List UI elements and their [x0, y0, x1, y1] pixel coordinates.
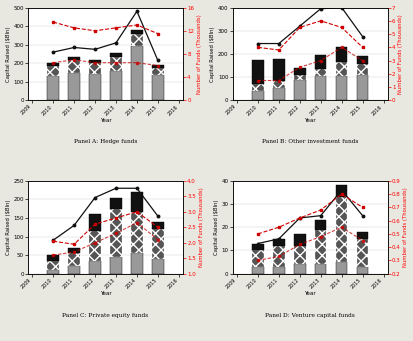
Bar [110, 53, 121, 57]
Bar [273, 81, 284, 88]
Title: Panel C: Private equity funds: Panel C: Private equity funds [62, 313, 148, 318]
Bar [335, 62, 347, 76]
Bar [252, 251, 263, 267]
Bar [273, 246, 284, 267]
Bar [131, 192, 142, 212]
Bar [293, 79, 305, 100]
Y-axis label: Capital Raised ($Bln): Capital Raised ($Bln) [213, 199, 218, 255]
Bar [110, 71, 121, 100]
Bar [152, 65, 163, 68]
Bar [89, 261, 100, 274]
Y-axis label: Number of Funds (Thousands): Number of Funds (Thousands) [403, 188, 408, 267]
Y-axis label: Number of Funds (Thousands): Number of Funds (Thousands) [197, 14, 202, 94]
Bar [356, 64, 368, 75]
Bar [68, 60, 80, 73]
Bar [47, 270, 59, 274]
Bar [273, 267, 284, 274]
Bar [314, 220, 326, 229]
Bar [110, 257, 121, 274]
Bar [356, 56, 368, 64]
Bar [335, 76, 347, 100]
Bar [131, 30, 142, 33]
Bar [68, 57, 80, 60]
X-axis label: Year: Year [100, 118, 111, 123]
Bar [356, 75, 368, 100]
Bar [110, 209, 121, 257]
Bar [356, 239, 368, 267]
Bar [293, 68, 305, 75]
Bar [293, 264, 305, 274]
Bar [252, 267, 263, 274]
Bar [293, 75, 305, 79]
Bar [68, 253, 80, 266]
Title: Panel B: Other investment funds: Panel B: Other investment funds [261, 139, 358, 144]
Bar [335, 197, 347, 262]
Y-axis label: Number of Funds (Thousands): Number of Funds (Thousands) [198, 188, 203, 267]
Bar [252, 91, 263, 100]
Y-axis label: Capital Raised ($Bln): Capital Raised ($Bln) [5, 199, 10, 255]
X-axis label: Year: Year [304, 291, 315, 296]
Bar [47, 66, 59, 76]
Bar [131, 46, 142, 100]
X-axis label: Year: Year [304, 118, 315, 123]
Bar [68, 73, 80, 100]
Y-axis label: Capital Raised ($Bln): Capital Raised ($Bln) [210, 26, 215, 82]
Bar [152, 75, 163, 100]
Bar [335, 47, 347, 62]
Bar [89, 214, 100, 231]
Bar [335, 262, 347, 274]
Bar [152, 222, 163, 229]
Bar [89, 63, 100, 74]
Bar [152, 68, 163, 75]
Bar [335, 186, 347, 197]
Bar [68, 248, 80, 253]
Bar [252, 84, 263, 91]
Bar [273, 239, 284, 246]
Bar [314, 229, 326, 264]
Bar [152, 259, 163, 274]
Bar [273, 59, 284, 81]
Bar [68, 266, 80, 274]
Bar [252, 243, 263, 251]
Bar [314, 76, 326, 100]
Bar [293, 234, 305, 246]
Bar [47, 261, 59, 270]
Bar [47, 76, 59, 100]
Bar [131, 33, 142, 46]
Y-axis label: Number of Funds (Thousands): Number of Funds (Thousands) [397, 14, 402, 94]
Bar [314, 55, 326, 69]
Bar [110, 197, 121, 209]
Bar [273, 88, 284, 100]
Bar [89, 60, 100, 63]
X-axis label: Year: Year [100, 291, 111, 296]
Bar [314, 69, 326, 76]
Bar [252, 60, 263, 84]
Bar [152, 229, 163, 259]
Bar [89, 231, 100, 261]
Bar [131, 253, 142, 274]
Bar [110, 57, 121, 71]
Bar [131, 212, 142, 253]
Bar [89, 74, 100, 100]
Title: Panel A: Hedge funds: Panel A: Hedge funds [74, 139, 137, 144]
Bar [356, 267, 368, 274]
Title: Panel D: Venture capital funds: Panel D: Venture capital funds [265, 313, 354, 318]
Bar [356, 232, 368, 239]
Bar [293, 246, 305, 264]
Bar [314, 264, 326, 274]
Bar [47, 255, 59, 261]
Bar [47, 63, 59, 66]
Y-axis label: Capital Raised ($Bln): Capital Raised ($Bln) [5, 26, 10, 82]
